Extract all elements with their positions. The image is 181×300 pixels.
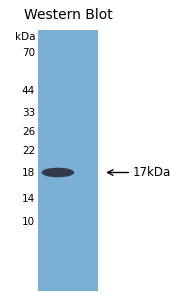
Text: 14: 14 — [22, 194, 35, 205]
Bar — [38, 30, 98, 291]
Text: 17kDa: 17kDa — [133, 166, 171, 179]
Text: 33: 33 — [22, 107, 35, 118]
Text: 26: 26 — [22, 127, 35, 137]
Text: 44: 44 — [22, 86, 35, 97]
Ellipse shape — [42, 168, 74, 177]
Text: 70: 70 — [22, 47, 35, 58]
Text: 18: 18 — [22, 167, 35, 178]
Text: 10: 10 — [22, 217, 35, 227]
Text: Western Blot: Western Blot — [24, 8, 112, 22]
Text: 22: 22 — [22, 146, 35, 157]
Text: kDa: kDa — [14, 32, 35, 42]
